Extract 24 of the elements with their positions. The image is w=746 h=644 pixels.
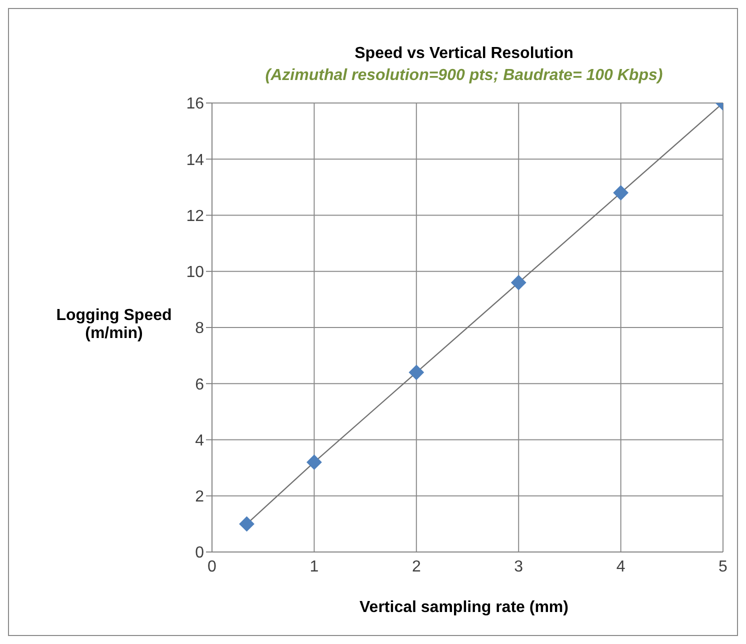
y-axis-title: Logging Speed (m/min) bbox=[56, 307, 172, 342]
point bbox=[511, 275, 526, 290]
x-tick-label: 3 bbox=[514, 558, 524, 576]
x-tick-label: 2 bbox=[412, 558, 421, 576]
y-tick-label: 6 bbox=[195, 376, 204, 394]
chart-subtitle: (Azimuthal resolution=900 pts; Baudrate= 100 Kbps) bbox=[264, 67, 664, 85]
point bbox=[239, 516, 254, 532]
x-axis-title: Vertical sampling rate (mm) bbox=[358, 599, 570, 617]
x-tick-label: 0 bbox=[208, 558, 217, 576]
x-tick-label: 5 bbox=[718, 558, 728, 576]
y-tick-label: 12 bbox=[186, 208, 204, 225]
x-tick-label: 1 bbox=[310, 558, 319, 576]
point bbox=[306, 454, 322, 470]
point bbox=[408, 364, 424, 380]
y-tick-label: 16 bbox=[186, 96, 204, 113]
y-tick-label: 0 bbox=[195, 544, 204, 562]
y-tick-label: 4 bbox=[195, 432, 204, 450]
y-tick-label: 2 bbox=[195, 488, 204, 506]
x-tick-label: 4 bbox=[616, 558, 626, 576]
y-tick-label: 8 bbox=[195, 320, 204, 338]
chart-title: Speed vs Vertical Resolution bbox=[354, 45, 574, 63]
point bbox=[613, 185, 628, 200]
y-tick-label: 14 bbox=[186, 152, 204, 169]
y-tick-label: 10 bbox=[186, 264, 204, 282]
